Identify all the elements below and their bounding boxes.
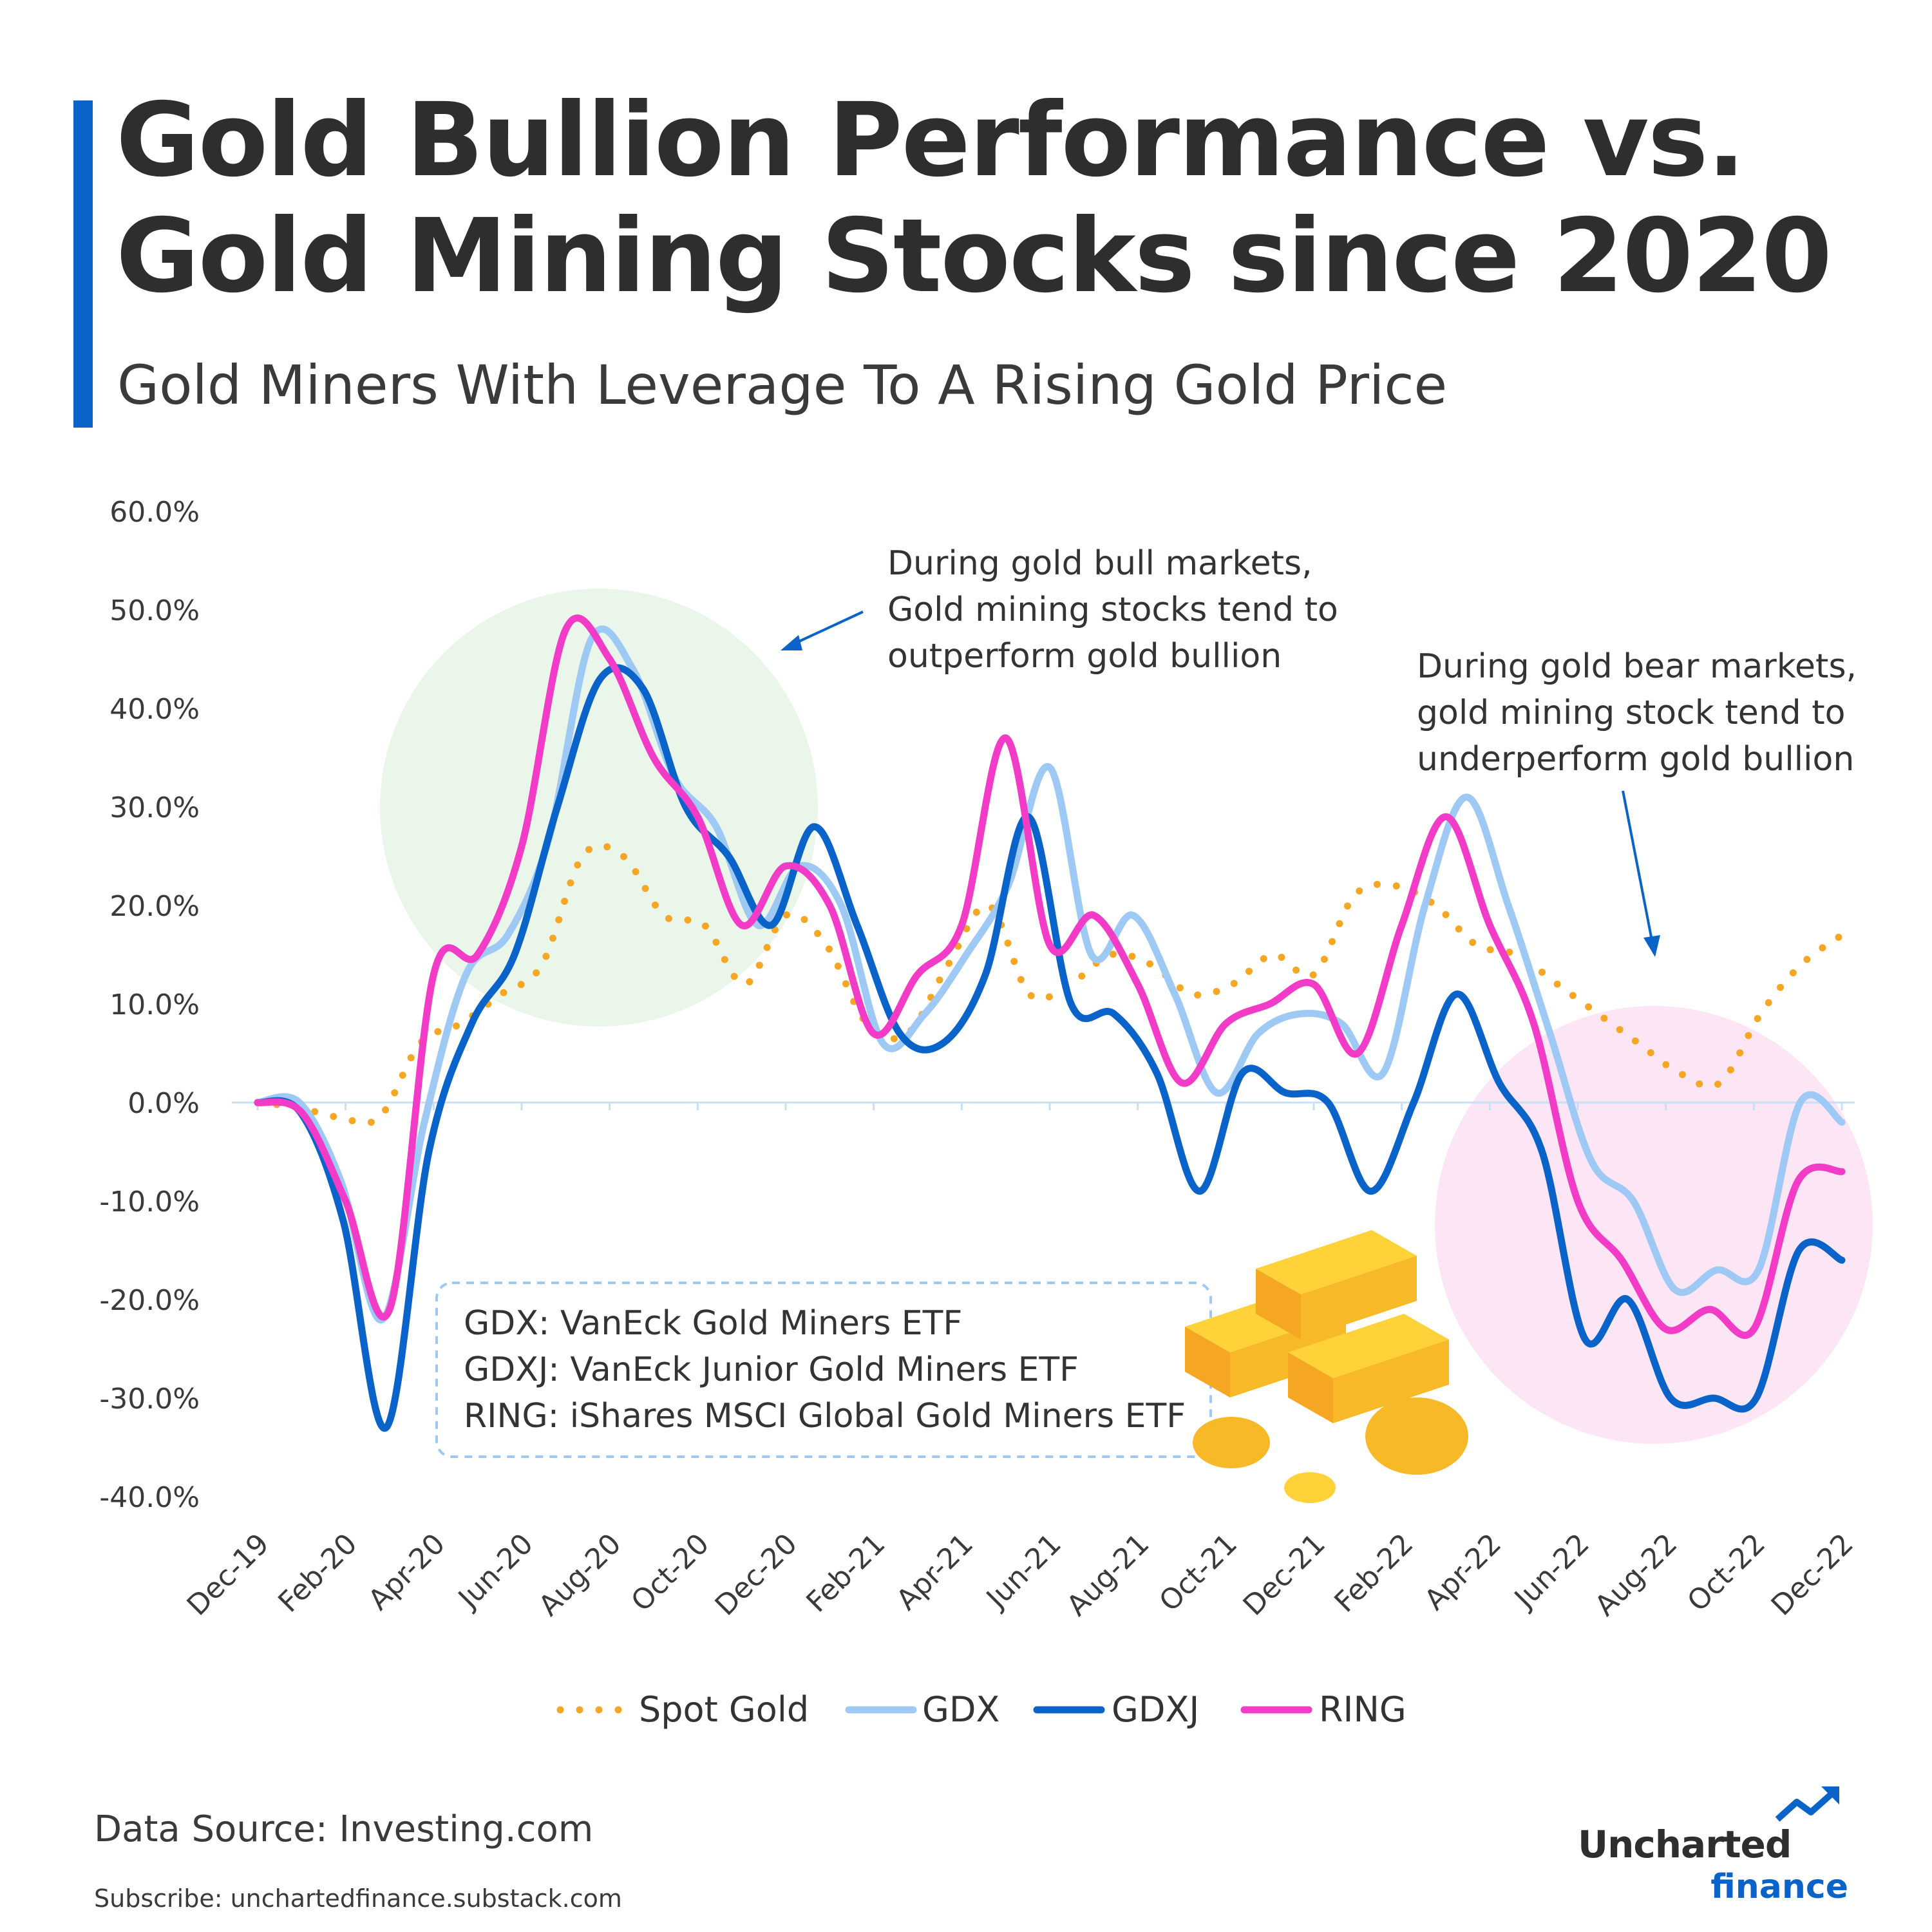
page-subtitle: Gold Miners With Leverage To A Rising Go… bbox=[117, 354, 1448, 417]
gold-bar-front bbox=[1301, 1256, 1417, 1340]
gold-bars-illustration bbox=[1185, 1230, 1468, 1503]
y-tick-label: -40.0% bbox=[99, 1481, 200, 1514]
page-title: Gold Bullion Performance vs. Gold Mining… bbox=[116, 82, 1906, 314]
y-tick-label: 0.0% bbox=[128, 1087, 200, 1120]
subscribe-link[interactable]: Subscribe: unchartedfinance.substack.com bbox=[94, 1884, 622, 1913]
x-tick-label: Dec-20 bbox=[709, 1528, 804, 1622]
bull-market-highlight bbox=[380, 589, 818, 1027]
bull-annotation-line: During gold bull markets, bbox=[887, 544, 1312, 583]
title-line-2: Gold Mining Stocks since 2020 bbox=[116, 197, 1832, 316]
gold-bar-front bbox=[1333, 1340, 1449, 1423]
annotation-layer: During gold bull markets, Gold mining sto… bbox=[435, 544, 1857, 1503]
x-tick-label: Dec-19 bbox=[181, 1528, 276, 1622]
bull-annotation-line: outperform gold bullion bbox=[887, 637, 1282, 676]
brand-sub: finance bbox=[1710, 1868, 1848, 1906]
gold-bar-side bbox=[1288, 1352, 1333, 1423]
x-tick-label: Jun-22 bbox=[1507, 1528, 1596, 1616]
x-tick-label: Feb-21 bbox=[800, 1528, 891, 1619]
x-tick-label: Apr-20 bbox=[362, 1528, 451, 1617]
y-tick-label: 50.0% bbox=[109, 594, 200, 627]
legend-label-spot-gold: Spot Gold bbox=[639, 1689, 809, 1730]
x-tick-label: Jun-20 bbox=[451, 1528, 540, 1616]
legend-label-gdxj: GDXJ bbox=[1112, 1689, 1199, 1730]
etf-note: GDX: VanEck Gold Miners ETF bbox=[464, 1304, 962, 1343]
x-tick-label: Dec-22 bbox=[1765, 1528, 1860, 1622]
x-tick-label: Oct-22 bbox=[1681, 1528, 1772, 1618]
legend-label-ring: RING bbox=[1319, 1689, 1406, 1730]
y-tick-label: 60.0% bbox=[109, 496, 200, 529]
gold-bar-top bbox=[1256, 1230, 1417, 1294]
gold-nugget bbox=[1284, 1472, 1336, 1503]
brand-name: Uncharted bbox=[1578, 1823, 1792, 1866]
x-tick-label: Aug-21 bbox=[1061, 1528, 1156, 1623]
y-tick-label: 10.0% bbox=[109, 989, 200, 1021]
gold-nugget bbox=[1365, 1397, 1468, 1475]
series-line-ring bbox=[254, 614, 1846, 1339]
etf-note: GDXJ: VanEck Junior Gold Miners ETF bbox=[464, 1350, 1079, 1389]
gold-bar-side bbox=[1256, 1269, 1301, 1340]
gold-bar-top bbox=[1288, 1314, 1449, 1378]
legend: Spot Gold GDX GDXJ RING bbox=[556, 1689, 1406, 1730]
series-layer bbox=[254, 614, 1846, 1432]
bear-arrow-head bbox=[1643, 935, 1660, 957]
background-layer bbox=[380, 589, 1873, 1444]
title-line-1: Gold Bullion Performance vs. bbox=[116, 81, 1746, 200]
etf-note: RING: iShares MSCI Global Gold Miners ET… bbox=[464, 1397, 1186, 1435]
x-tick-label: Jun-21 bbox=[979, 1528, 1068, 1616]
y-tick-label: -20.0% bbox=[99, 1284, 200, 1317]
bear-arrow-shaft bbox=[1622, 790, 1653, 941]
x-tick-label: Apr-21 bbox=[890, 1528, 980, 1617]
bear-annotation-line: gold mining stock tend to bbox=[1417, 694, 1845, 732]
y-tick-label: -30.0% bbox=[99, 1383, 200, 1416]
bull-arrow-shaft bbox=[793, 611, 864, 645]
brand-logo: Uncharted finance bbox=[1578, 1784, 1848, 1913]
y-tick-label: 20.0% bbox=[109, 890, 200, 923]
data-source: Data Source: Investing.com bbox=[94, 1808, 594, 1850]
bear-market-highlight bbox=[1435, 1006, 1873, 1444]
gold-bar-side bbox=[1185, 1327, 1230, 1397]
y-tick-label: 30.0% bbox=[109, 791, 200, 824]
x-tick-label: Feb-20 bbox=[272, 1528, 363, 1619]
title-accent-bar bbox=[73, 100, 93, 428]
series-line-gdx bbox=[254, 625, 1846, 1323]
x-tick-label: Aug-20 bbox=[533, 1528, 628, 1623]
x-tick-label: Dec-21 bbox=[1237, 1528, 1332, 1622]
x-tick-label: Oct-20 bbox=[625, 1528, 715, 1618]
gold-nugget bbox=[1193, 1417, 1270, 1468]
legend-label-gdx: GDX bbox=[922, 1689, 999, 1730]
x-tick-label: Oct-21 bbox=[1153, 1528, 1244, 1618]
y-tick-label: 40.0% bbox=[109, 693, 200, 726]
x-tick-label: Apr-22 bbox=[1418, 1528, 1508, 1617]
bull-arrow-head bbox=[781, 635, 802, 650]
line-chart: 60.0% 50.0% 40.0% 30.0% 20.0% 10.0% 0.0% -10.0%… bbox=[99, 496, 1873, 1730]
trend-arrow-icon bbox=[1775, 1786, 1839, 1822]
x-tick-label: Feb-22 bbox=[1328, 1528, 1419, 1619]
bear-annotation-line: underperform gold bullion bbox=[1417, 740, 1854, 779]
bull-annotation-line: Gold mining stocks tend to bbox=[887, 591, 1338, 629]
y-tick-label: -10.0% bbox=[99, 1186, 200, 1218]
series-line-spot-gold bbox=[254, 842, 1846, 1127]
x-tick-label: Aug-22 bbox=[1589, 1528, 1684, 1623]
bear-annotation-line: During gold bear markets, bbox=[1417, 647, 1857, 686]
